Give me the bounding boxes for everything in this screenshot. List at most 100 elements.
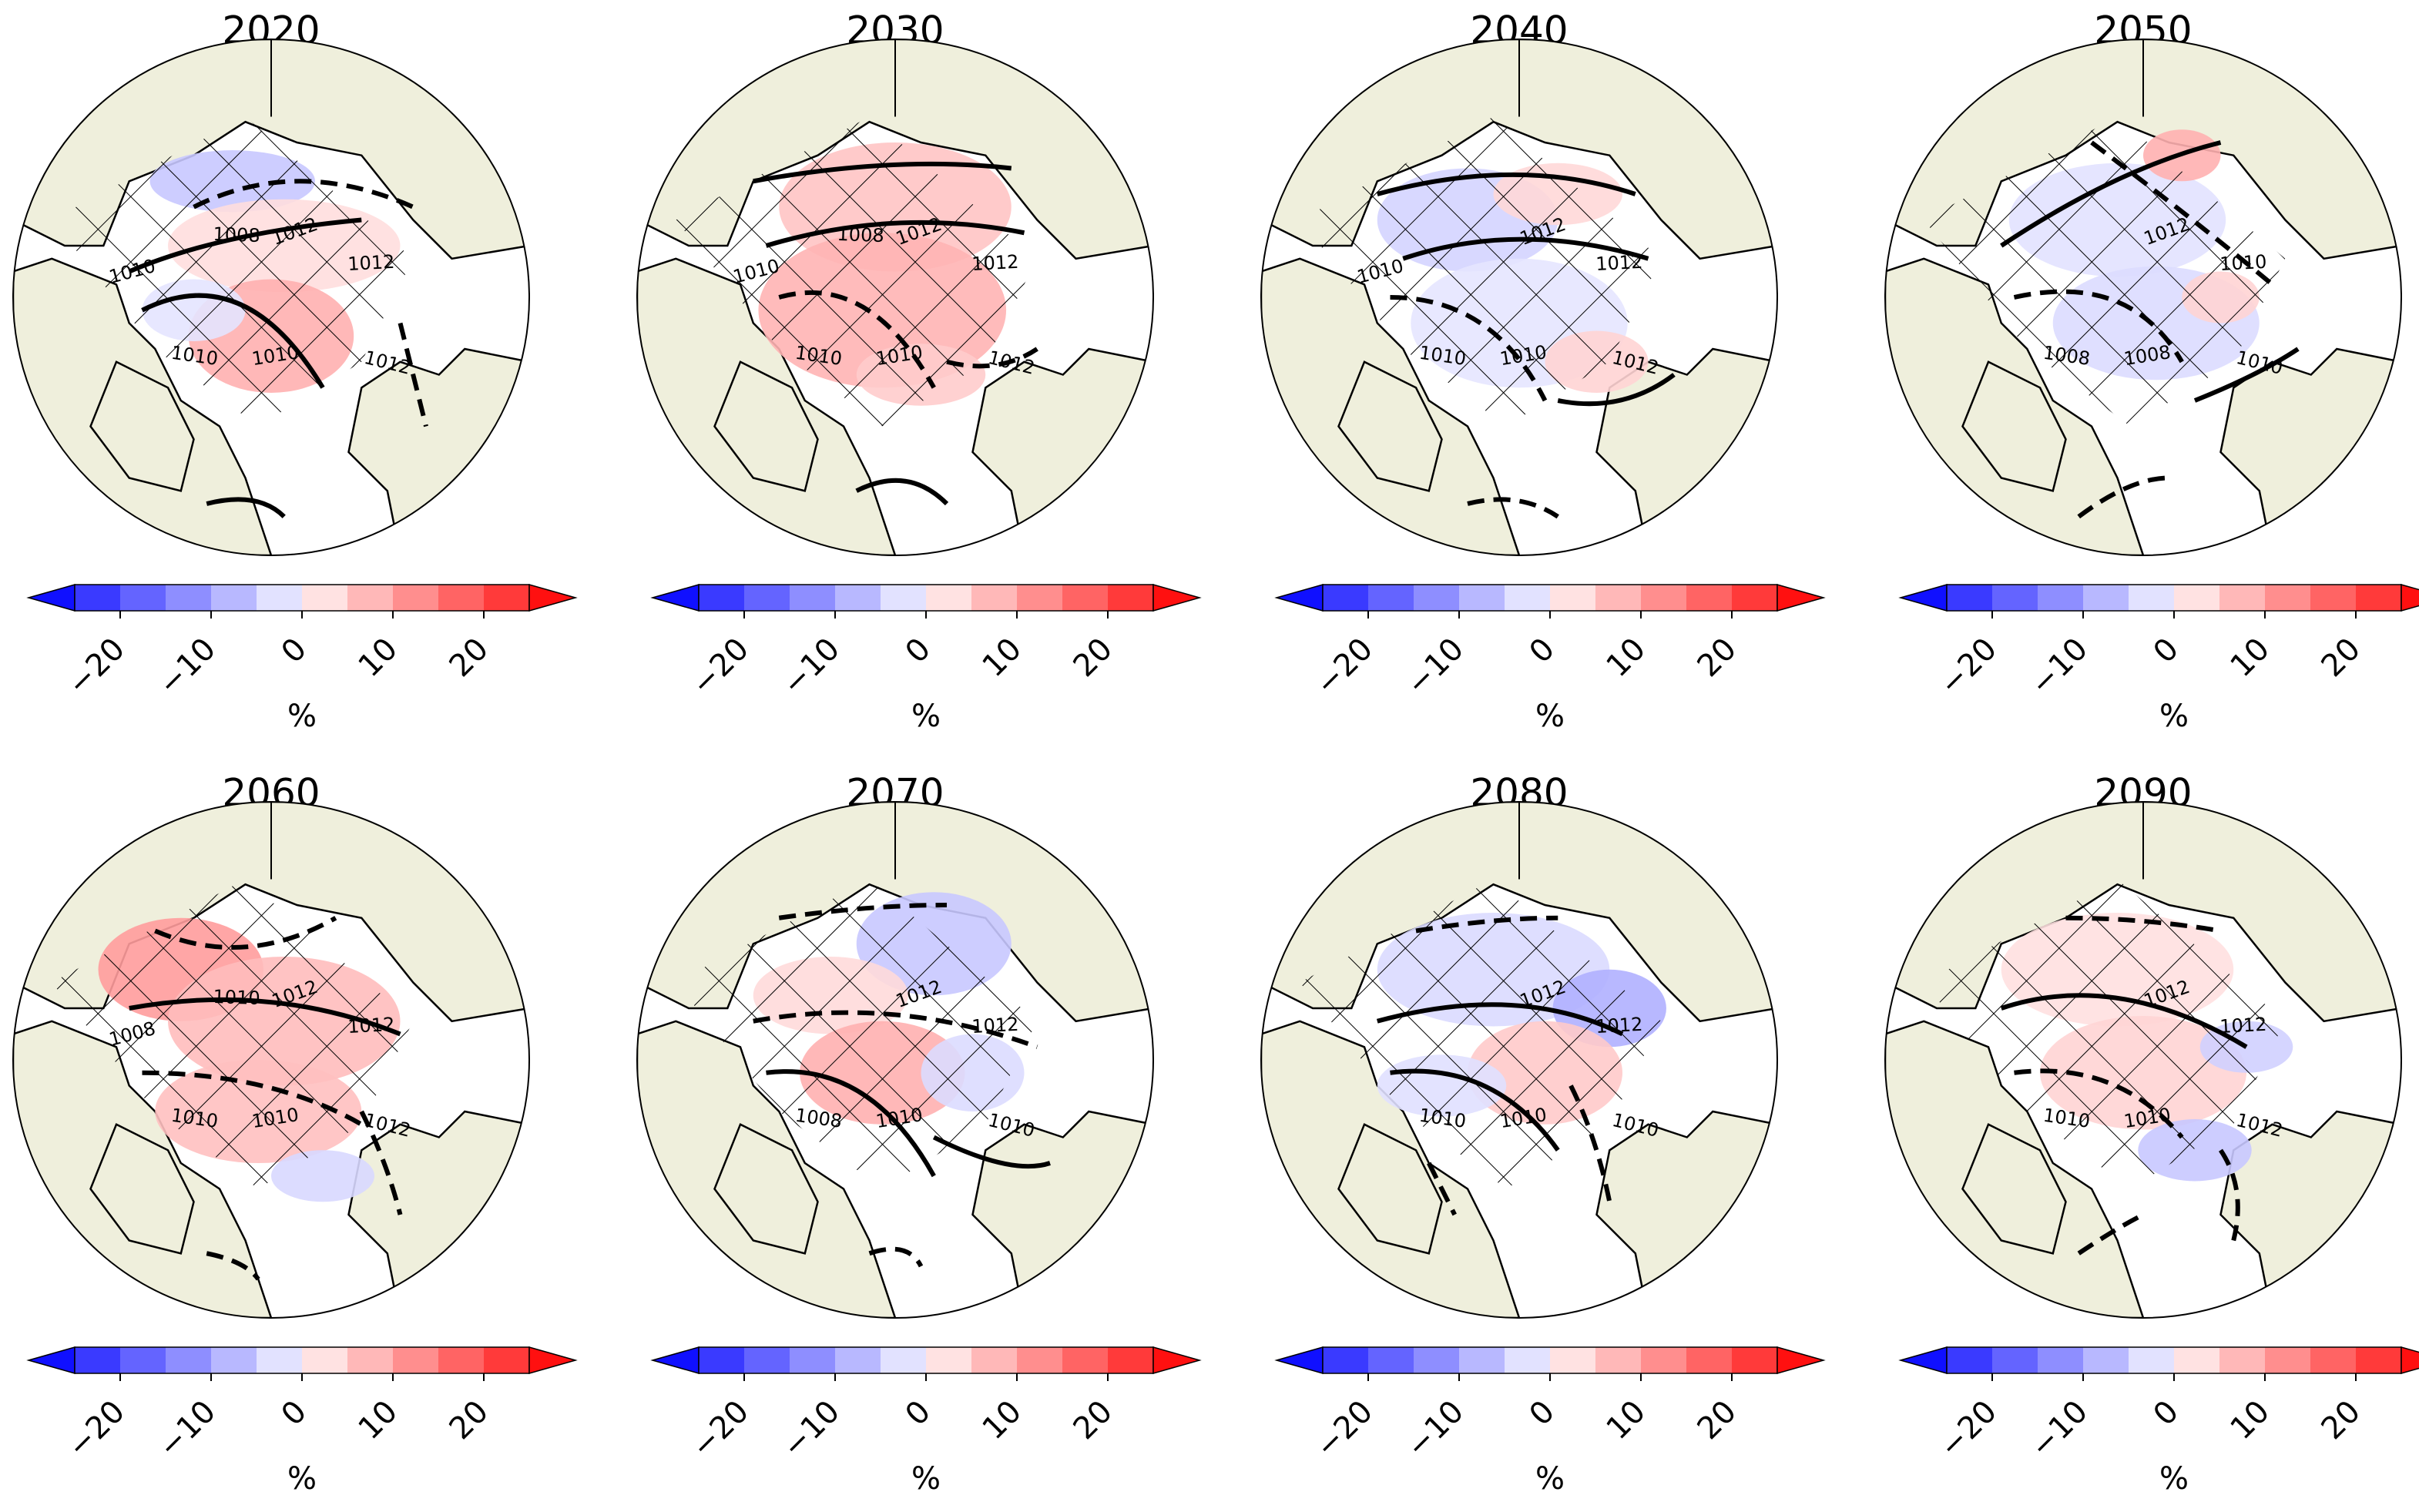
colorbar-segment: [1550, 1347, 1596, 1373]
colorbar-segment: [484, 1347, 530, 1373]
pressure-contour: [2013, 289, 2184, 364]
colorbar-tick-label: 0: [1523, 632, 1562, 671]
pressure-contour: [129, 997, 401, 1037]
colorbar-extend-low: [650, 584, 700, 612]
land-mass: [1337, 1123, 1443, 1255]
map-border: [12, 801, 530, 1319]
colorbar-segment: [393, 1347, 439, 1373]
colorbar-tick-label: −10: [1400, 1394, 1471, 1465]
land-mass: [1885, 802, 2401, 1023]
colorbar-tick-label: 10: [976, 632, 1029, 685]
colorbar-segment: [438, 585, 485, 611]
colorbar-tick-label: −20: [685, 632, 756, 702]
map-border: [636, 39, 1154, 556]
colorbar-unit-label: %: [2159, 699, 2189, 734]
pressure-contour: [1390, 295, 1548, 402]
colorbar-segment: [1368, 585, 1414, 611]
map-border: [636, 801, 1154, 1319]
contour-label: 1008: [837, 223, 884, 246]
map-border: [1260, 39, 1778, 556]
colorbar-segment: [971, 1347, 1018, 1373]
pressure-contour: [753, 1010, 1038, 1050]
colorbar-tick-label: 10: [1600, 1394, 1653, 1447]
colorbar-unit-label: %: [287, 1461, 317, 1497]
land-mass: [89, 1123, 195, 1255]
colorbar-segment: [75, 585, 121, 611]
land-mass: [637, 802, 1153, 1023]
contour-label: 1008: [213, 223, 260, 246]
pressure-contour: [1557, 373, 1676, 407]
colorbar-segment: [166, 585, 212, 611]
hatching: [1924, 116, 2286, 427]
contour-label: 1012: [2219, 1014, 2267, 1038]
colorbar-tick-label: −20: [1309, 1394, 1380, 1465]
colorbar-segment: [1947, 1347, 1993, 1373]
colorbar-tick-label: −10: [1400, 632, 1471, 702]
colorbar-segment: [2356, 585, 2402, 611]
colorbar-tick-label: 0: [275, 1394, 314, 1433]
pressure-contour: [1402, 236, 1649, 261]
pressure-contour: [1390, 1068, 1560, 1152]
colorbar: −20 −10 0 10 20%: [26, 584, 578, 734]
colorbar-segment: [2310, 1347, 2357, 1373]
pressure-contour: [154, 916, 337, 950]
colorbar-extend-high: [528, 1346, 578, 1374]
colorbar-segment: [835, 585, 881, 611]
pressure-contour: [1568, 1085, 1612, 1202]
colorbar-segment: [881, 1347, 927, 1373]
colorbar-segment: [971, 585, 1018, 611]
colorbar-segment: [393, 585, 439, 611]
colorbar-extend-low: [1274, 1346, 1324, 1374]
contour-label: 1012: [971, 251, 1019, 275]
colorbar-segment: [1017, 585, 1063, 611]
contour-label: 1010: [213, 986, 260, 1009]
contour-label: 1012: [347, 251, 395, 275]
colorbar-segment: [302, 1347, 348, 1373]
colorbar: −20 −10 0 10 20%: [1898, 584, 2419, 734]
pressure-contour: [2077, 475, 2169, 519]
pressure-contour: [1376, 1002, 1624, 1037]
colorbar-tick-label: −10: [152, 632, 223, 702]
colorbar-segment: [1108, 1347, 1154, 1373]
land-mass: [1885, 39, 2401, 260]
colorbar-segment: [1641, 585, 1687, 611]
colorbar-segment: [257, 1347, 303, 1373]
colorbar-segment: [2310, 585, 2357, 611]
colorbar-segment: [1368, 1347, 1414, 1373]
colorbar-segment: [1550, 585, 1596, 611]
pressure-contour: [855, 478, 949, 506]
hatching: [1924, 879, 2286, 1189]
contour-label: 1012: [1595, 1014, 1643, 1038]
colorbar-tick-label: −20: [61, 1394, 132, 1465]
colorbar: −20 −10 0 10 20%: [26, 1346, 578, 1497]
land-mass: [13, 802, 529, 1023]
colorbar-tick-label: −10: [776, 1394, 847, 1465]
colorbar-segment: [211, 1347, 257, 1373]
land-mass: [1337, 360, 1443, 492]
colorbar-tick-label: 10: [976, 1394, 1029, 1447]
colorbar-tick-label: −10: [152, 1394, 223, 1465]
pressure-contour: [206, 497, 286, 518]
colorbar-extend-low: [1898, 1346, 1948, 1374]
pressure-contour: [128, 217, 362, 274]
colorbar-tick-label: 20: [443, 1394, 496, 1447]
colorbar-segment: [699, 1347, 745, 1373]
pressure-contour: [868, 1246, 924, 1268]
colorbar-segment: [1595, 585, 1642, 611]
colorbar-tick-label: 20: [1067, 632, 1120, 685]
colorbar-segment: [1732, 1347, 1778, 1373]
colorbar-segment: [302, 585, 348, 611]
colorbar-segment: [744, 1347, 790, 1373]
colorbar-segment: [1686, 1347, 1733, 1373]
colorbar-unit-label: %: [911, 699, 941, 734]
colorbar-segment: [2083, 585, 2129, 611]
colorbar-segment: [1062, 1347, 1109, 1373]
land-mass: [713, 1123, 819, 1255]
colorbar-extend-high: [1777, 584, 1826, 612]
